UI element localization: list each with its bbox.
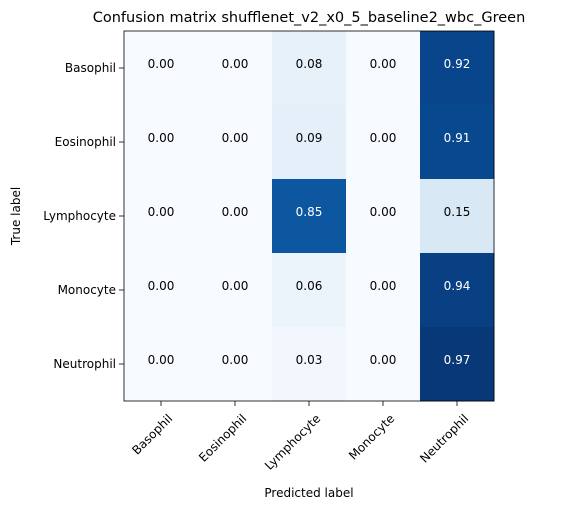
heatmap-cell-label: 0.85 [296, 205, 323, 219]
x-tick-label: Neutrophil [417, 411, 471, 465]
heatmap-cell [198, 31, 273, 106]
heatmap-cell [420, 327, 495, 402]
heatmap-cell-label: 0.97 [444, 353, 471, 367]
heatmap-cell [272, 327, 347, 402]
heatmap-cell-label: 0.94 [444, 279, 471, 293]
heatmap-cell [272, 253, 347, 328]
heatmap-cell-label: 0.00 [370, 131, 397, 145]
y-tick-label: Neutrophil [53, 357, 116, 371]
x-tick-label: Lymphocyte [262, 411, 323, 472]
heatmap-cell [124, 31, 199, 106]
heatmap-cell [272, 31, 347, 106]
heatmap-cell-label: 0.92 [444, 57, 471, 71]
heatmap-cell [346, 327, 421, 402]
heatmap-cell [198, 253, 273, 328]
heatmap-cell-label: 0.00 [222, 279, 249, 293]
heatmap-cell-label: 0.09 [296, 131, 323, 145]
x-tick-label: Basophil [129, 411, 175, 457]
y-axis-ticks: Basophil Eosinophil Lymphocyte Monocyte Neut… [43, 61, 124, 371]
heatmap-cell-label: 0.00 [370, 205, 397, 219]
chart-title: Confusion matrix shufflenet_v2_x0_5_base… [93, 10, 526, 26]
heatmap-cells [124, 31, 495, 402]
heatmap-cell-labels: 0.00 0.00 0.08 0.00 0.92 0.00 0.00 0.09 0.00 0.91… [148, 57, 471, 367]
heatmap-cell [346, 31, 421, 106]
heatmap-cell [346, 105, 421, 180]
heatmap-cell [198, 327, 273, 402]
heatmap-cell-label: 0.00 [148, 205, 175, 219]
x-tick-label: Monocyte [346, 411, 397, 462]
heatmap-cell [198, 179, 273, 254]
heatmap-cell [124, 253, 199, 328]
heatmap-cell [272, 179, 347, 254]
heatmap-cell-label: 0.00 [222, 131, 249, 145]
heatmap-cell [124, 327, 199, 402]
y-tick-label: Eosinophil [55, 135, 116, 149]
heatmap-cell-label: 0.00 [222, 353, 249, 367]
y-tick-label: Basophil [65, 61, 116, 75]
heatmap-cell [124, 105, 199, 180]
heatmap-cell-label: 0.08 [296, 57, 323, 71]
heatmap-cell-label: 0.00 [370, 57, 397, 71]
x-tick-label: Eosinophil [196, 411, 249, 464]
y-tick-label: Monocyte [58, 283, 116, 297]
heatmap-cell-label: 0.00 [148, 57, 175, 71]
x-axis-ticks: Basophil Eosinophil Lymphocyte Monocyte Neut… [129, 401, 471, 473]
heatmap-cell-label: 0.15 [444, 205, 471, 219]
heatmap-cell-label: 0.00 [370, 353, 397, 367]
heatmap-cell [420, 253, 495, 328]
heatmap-cell-label: 0.06 [296, 279, 323, 293]
heatmap-cell-label: 0.03 [296, 353, 323, 367]
heatmap-cell-label: 0.00 [222, 57, 249, 71]
heatmap-cell [124, 179, 199, 254]
heatmap-cell-label: 0.00 [222, 205, 249, 219]
heatmap-cell [272, 105, 347, 180]
heatmap-cell [346, 253, 421, 328]
heatmap-cell-label: 0.00 [148, 131, 175, 145]
heatmap-cell-label: 0.91 [444, 131, 471, 145]
y-tick-label: Lymphocyte [43, 209, 116, 223]
heatmap-cell [198, 105, 273, 180]
heatmap-cell-label: 0.00 [148, 353, 175, 367]
heatmap-cell-label: 0.00 [370, 279, 397, 293]
heatmap-cell-label: 0.00 [148, 279, 175, 293]
y-axis-label: True label [9, 187, 23, 246]
heatmap-cell [420, 31, 495, 106]
heatmap-cell [420, 105, 495, 180]
x-axis-label: Predicted label [264, 486, 353, 500]
heatmap-cell [420, 179, 495, 254]
heatmap-cell [346, 179, 421, 254]
